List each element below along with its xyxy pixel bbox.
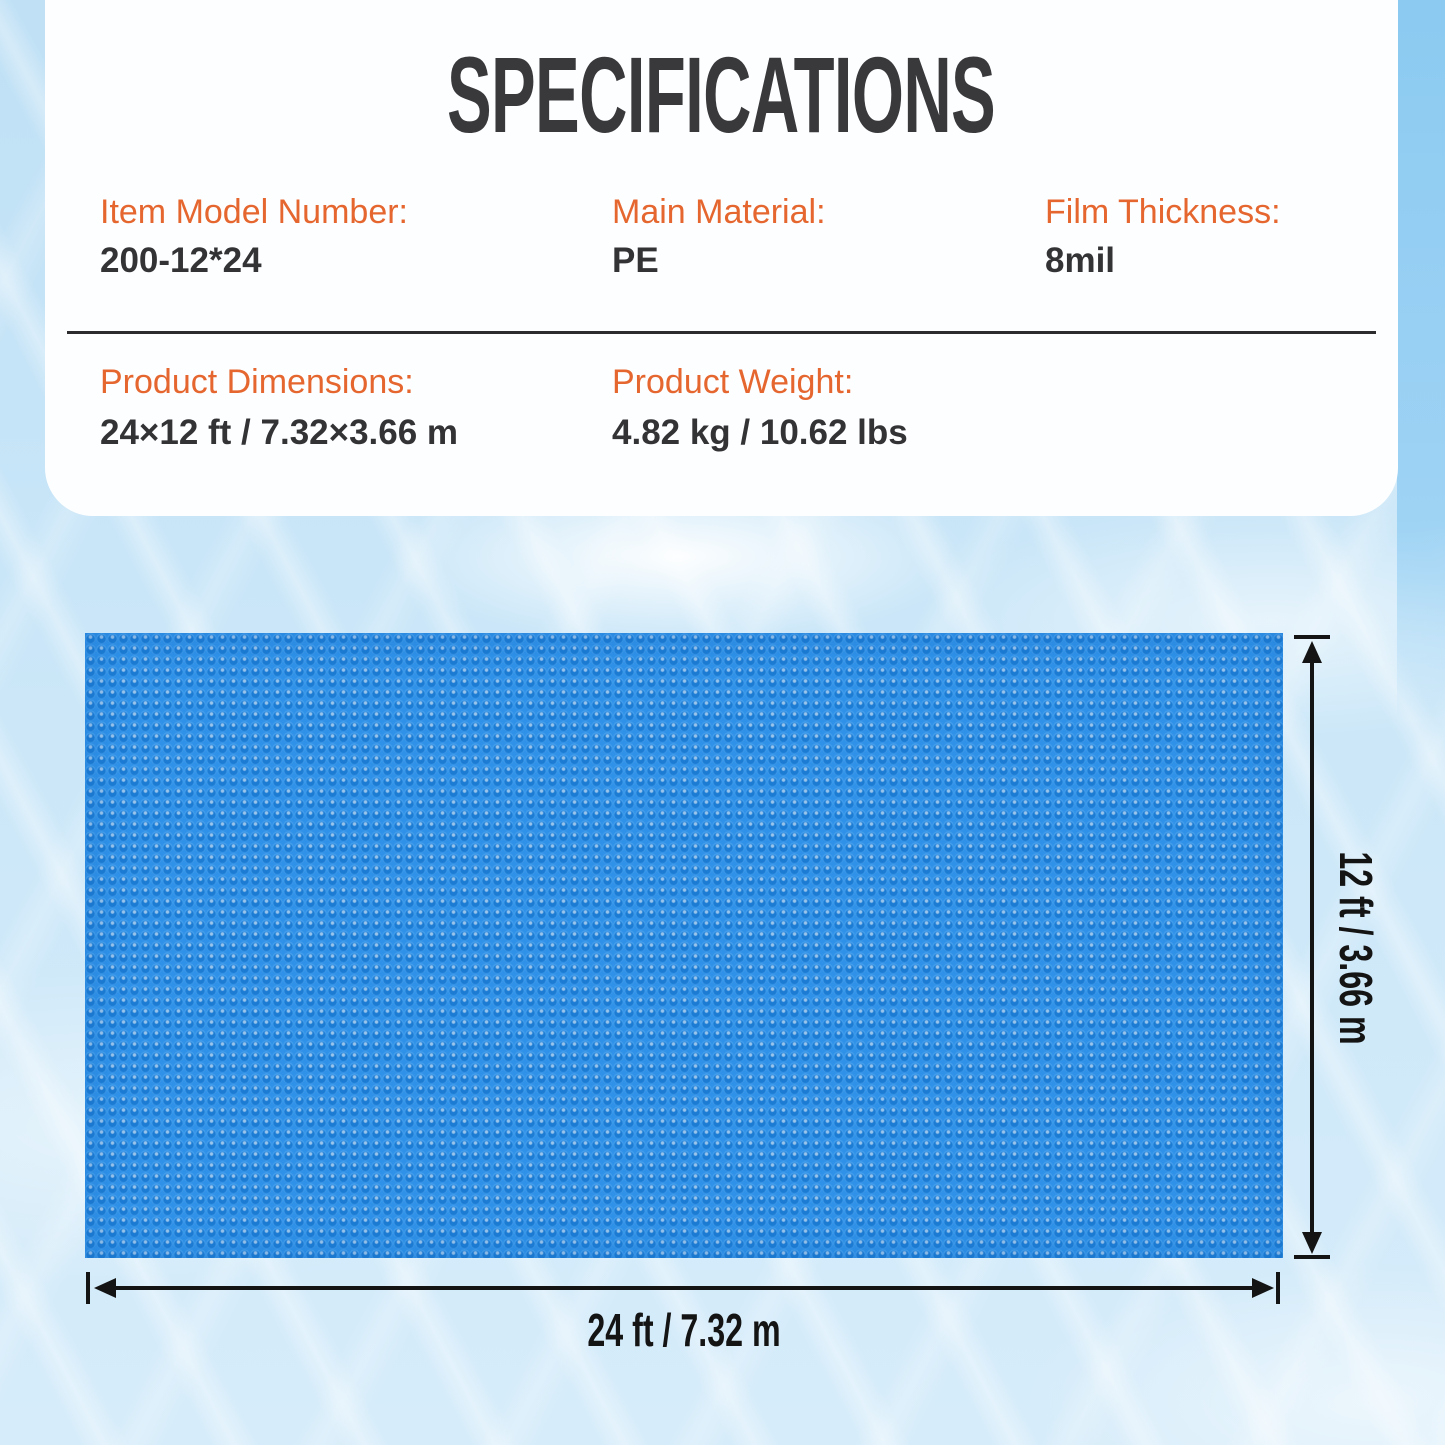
spec-label-product-weight: Product Weight: — [612, 363, 854, 401]
width-dimension-line — [112, 1286, 1262, 1290]
spec-label-product-dimensions: Product Dimensions: — [100, 363, 414, 401]
width-dimension-label: 24 ft / 7.32 m — [587, 1304, 781, 1356]
height-dimension-bottom-cap — [1294, 1255, 1330, 1259]
spec-value-product-dimensions: 24×12 ft / 7.32×3.66 m — [100, 413, 459, 452]
specifications-panel: SPECIFICATIONS Item Model Number: 200-12… — [45, 0, 1398, 516]
height-dimension-top-cap — [1294, 635, 1330, 639]
page-title-wrap: SPECIFICATIONS — [45, 40, 1398, 150]
arrow-right-icon — [1252, 1278, 1274, 1298]
spec-value-main-material: PE — [612, 241, 659, 280]
spec-label-main-material: Main Material: — [612, 193, 826, 231]
pool-cover — [85, 633, 1283, 1258]
arrow-left-icon — [94, 1278, 116, 1298]
width-dimension-left-cap — [86, 1272, 90, 1304]
spec-value-item-model-number: 200-12*24 — [100, 241, 262, 280]
spec-label-film-thickness: Film Thickness: — [1045, 193, 1281, 231]
spec-label-item-model-number: Item Model Number: — [100, 193, 408, 231]
height-dimension-label: 12 ft / 3.66 m — [1330, 851, 1382, 1045]
spec-value-product-weight: 4.82 kg / 10.62 lbs — [612, 413, 908, 452]
spec-value-film-thickness: 8mil — [1045, 241, 1116, 280]
height-dimension-line — [1310, 652, 1314, 1238]
width-dimension-right-cap — [1276, 1272, 1280, 1304]
arrow-down-icon — [1302, 1232, 1322, 1254]
page-title: SPECIFICATIONS — [447, 34, 996, 155]
panel-divider — [67, 331, 1376, 334]
